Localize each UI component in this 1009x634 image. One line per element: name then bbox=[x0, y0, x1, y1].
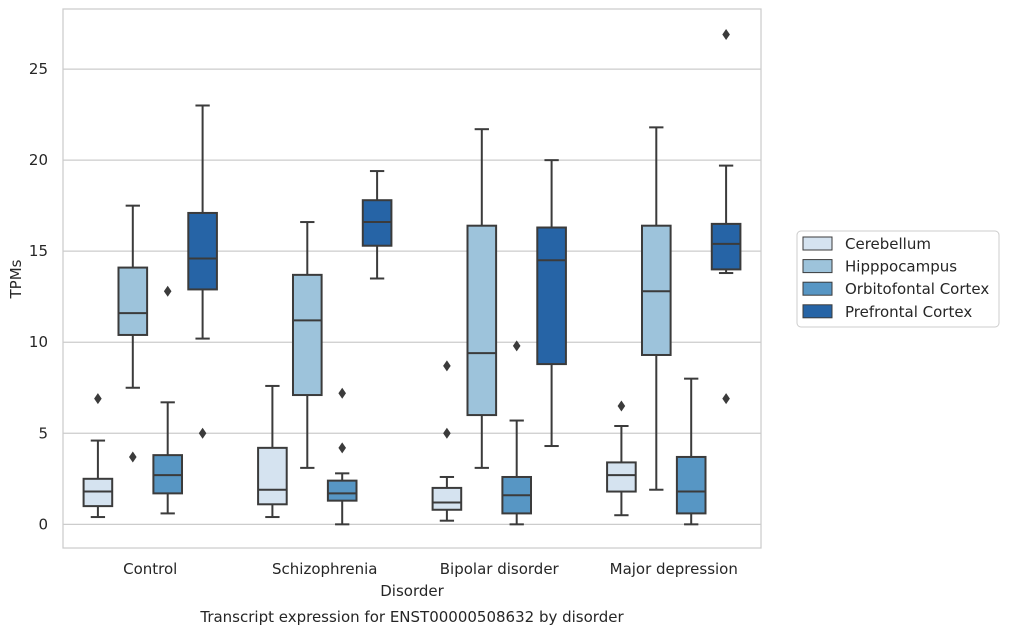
legend-item-0: Cerebellum bbox=[802, 235, 931, 253]
outlier-point-0 bbox=[617, 400, 626, 412]
box-iqr bbox=[431, 486, 463, 511]
legend-item-2: Orbitofontal Cortex bbox=[802, 280, 989, 298]
box-1-1 bbox=[291, 221, 323, 469]
outlier-point-1 bbox=[338, 387, 346, 399]
box-2-3 bbox=[536, 159, 567, 448]
legend-frame bbox=[796, 230, 1000, 328]
outlier-point-0 bbox=[338, 442, 346, 454]
plot-frame bbox=[62, 8, 762, 549]
box-iqr bbox=[187, 211, 218, 291]
legend: Cerebellum Hipppocampus Orbitofontal Corte… bbox=[796, 230, 1000, 328]
outlier-point-0 bbox=[129, 451, 137, 463]
outlier-point-0 bbox=[443, 427, 451, 439]
outlier-point-1 bbox=[722, 28, 730, 40]
y-tick-label-20: 20 bbox=[29, 151, 48, 169]
outlier-point-0 bbox=[722, 393, 730, 405]
y-tick-label-10: 10 bbox=[29, 333, 48, 351]
box-iqr bbox=[117, 266, 149, 336]
box-3-0 bbox=[606, 400, 637, 517]
box-0-0 bbox=[82, 393, 114, 519]
box-3-2 bbox=[675, 377, 707, 526]
y-tick-label-25: 25 bbox=[29, 60, 48, 78]
legend-swatch bbox=[802, 281, 833, 296]
legend-label: Prefrontal Cortex bbox=[845, 303, 972, 321]
x-axis-label: Disorder bbox=[380, 582, 444, 600]
box-0-1 bbox=[117, 204, 149, 463]
legend-label: Hipppocampus bbox=[845, 258, 957, 276]
box-3-3 bbox=[710, 28, 742, 405]
legend-swatch bbox=[802, 259, 833, 274]
y-axis-ticks: 0 5 10 15 20 25 bbox=[29, 60, 48, 533]
x-tick-label-3: Major depression bbox=[610, 560, 738, 578]
x-tick-label-1: Schizophrenia bbox=[272, 560, 377, 578]
outlier-point-0 bbox=[198, 427, 207, 439]
box-iqr bbox=[536, 226, 567, 366]
box-0-3 bbox=[187, 104, 218, 439]
box-2-0 bbox=[431, 360, 463, 522]
chart-caption: Transcript expression for ENST0000050863… bbox=[199, 608, 624, 626]
box-iqr bbox=[466, 224, 498, 417]
y-tick-label-15: 15 bbox=[29, 242, 48, 260]
gridlines bbox=[63, 68, 761, 525]
legend-label: Orbitofontal Cortex bbox=[845, 280, 989, 298]
box-iqr bbox=[257, 446, 288, 506]
box-iqr bbox=[675, 455, 707, 515]
boxes-layer bbox=[82, 28, 742, 526]
y-tick-label-5: 5 bbox=[38, 424, 48, 442]
box-iqr bbox=[606, 461, 637, 493]
legend-item-3: Prefrontal Cortex bbox=[802, 303, 972, 321]
y-axis-label: TPMs bbox=[7, 259, 25, 299]
outlier-point-1 bbox=[443, 360, 451, 372]
x-axis-ticks: Control Schizophrenia Bipolar disorder Majo… bbox=[123, 560, 738, 578]
legend-label: Cerebellum bbox=[845, 235, 931, 253]
box-1-0 bbox=[257, 384, 288, 519]
outlier-point-0 bbox=[512, 340, 521, 352]
box-2-2 bbox=[501, 340, 533, 526]
outlier-point-0 bbox=[94, 393, 102, 405]
box-2-1 bbox=[466, 128, 498, 469]
box-1-3 bbox=[361, 170, 393, 280]
box-iqr bbox=[291, 273, 323, 397]
box-0-2 bbox=[152, 285, 184, 515]
legend-swatch bbox=[802, 304, 833, 319]
x-tick-label-0: Control bbox=[123, 560, 177, 578]
box-iqr bbox=[710, 222, 742, 271]
box-iqr bbox=[326, 479, 358, 502]
outlier-point-0 bbox=[163, 285, 172, 297]
box-1-2 bbox=[326, 387, 358, 526]
x-tick-label-2: Bipolar disorder bbox=[440, 560, 560, 578]
box-3-1 bbox=[640, 126, 672, 491]
legend-item-1: Hipppocampus bbox=[802, 258, 957, 276]
legend-swatch bbox=[802, 236, 833, 251]
y-tick-label-0: 0 bbox=[38, 515, 48, 533]
